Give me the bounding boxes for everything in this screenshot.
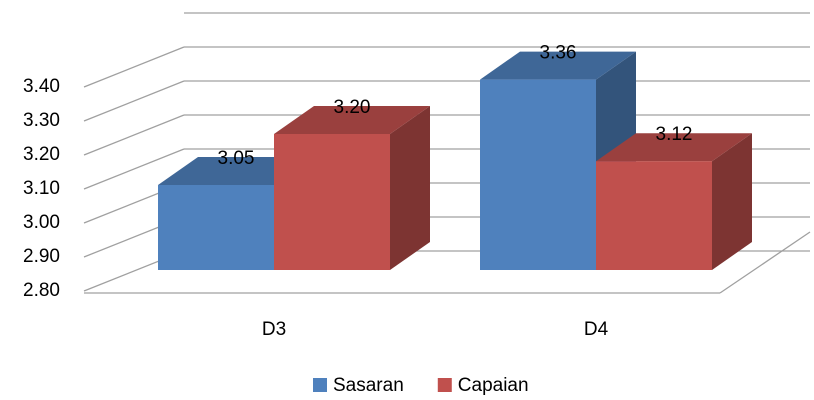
value-label: 3.36 [540,43,577,64]
grid-line [83,114,185,156]
bar-top [274,106,430,134]
legend-swatch [313,378,327,392]
grid-line [83,148,185,190]
y-tick-label: 3.10 [23,178,60,199]
y-tick-label: 3.00 [23,212,60,233]
bar-side [712,133,752,270]
y-tick-label: 2.90 [23,246,60,267]
bar-side [390,106,430,270]
y-tick-label: 2.80 [23,280,60,301]
y-tick-label: 3.40 [23,76,60,97]
bar-top [596,133,752,162]
bar-top [480,51,636,80]
x-tick-label: D3 [262,319,286,340]
floor-edge [719,231,811,294]
x-tick-label: D4 [584,319,609,340]
value-label: 3.20 [334,97,371,118]
bar [158,185,274,270]
bar [596,161,712,270]
y-tick-label: 3.20 [23,144,60,165]
value-label: 3.05 [218,148,255,169]
grid-line [83,46,185,88]
bar [274,134,390,270]
bar [480,79,596,270]
y-tick-label: 3.30 [23,110,60,131]
legend-label: Sasaran [333,375,404,396]
legend-label: Capaian [458,375,529,396]
value-label: 3.12 [656,124,693,145]
legend-swatch [437,378,452,392]
grid-line [83,80,185,122]
